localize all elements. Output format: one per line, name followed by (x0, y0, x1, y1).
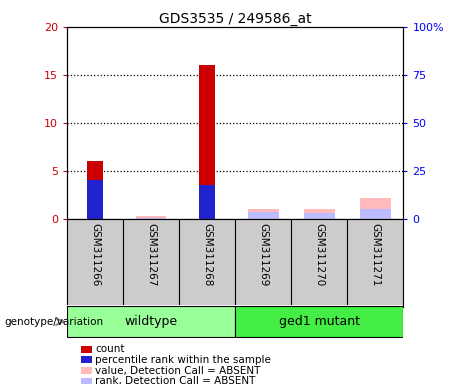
Text: count: count (95, 344, 125, 354)
Text: percentile rank within the sample: percentile rank within the sample (95, 355, 272, 365)
FancyBboxPatch shape (67, 306, 235, 337)
Bar (87, 161, 103, 219)
Bar (360, 198, 391, 219)
Bar (360, 209, 391, 219)
Bar (248, 209, 278, 219)
Text: GSM311271: GSM311271 (370, 223, 380, 287)
Title: GDS3535 / 249586_at: GDS3535 / 249586_at (159, 12, 312, 26)
Text: ged1 mutant: ged1 mutant (279, 315, 360, 328)
Text: GSM311270: GSM311270 (314, 223, 324, 286)
Text: genotype/variation: genotype/variation (5, 316, 104, 327)
Text: value, Detection Call = ABSENT: value, Detection Call = ABSENT (95, 366, 261, 376)
Text: rank, Detection Call = ABSENT: rank, Detection Call = ABSENT (95, 376, 256, 384)
Bar (136, 217, 166, 219)
Bar (304, 209, 335, 219)
FancyBboxPatch shape (235, 306, 403, 337)
Bar (199, 185, 215, 219)
Text: wildtype: wildtype (124, 315, 177, 328)
Bar (87, 180, 103, 219)
Bar (248, 212, 278, 219)
Bar (199, 65, 215, 219)
Text: GSM311266: GSM311266 (90, 223, 100, 287)
Text: GSM311268: GSM311268 (202, 223, 212, 287)
Text: GSM311269: GSM311269 (258, 223, 268, 287)
Text: GSM311267: GSM311267 (146, 223, 156, 287)
Bar (136, 217, 166, 219)
Bar (304, 213, 335, 219)
